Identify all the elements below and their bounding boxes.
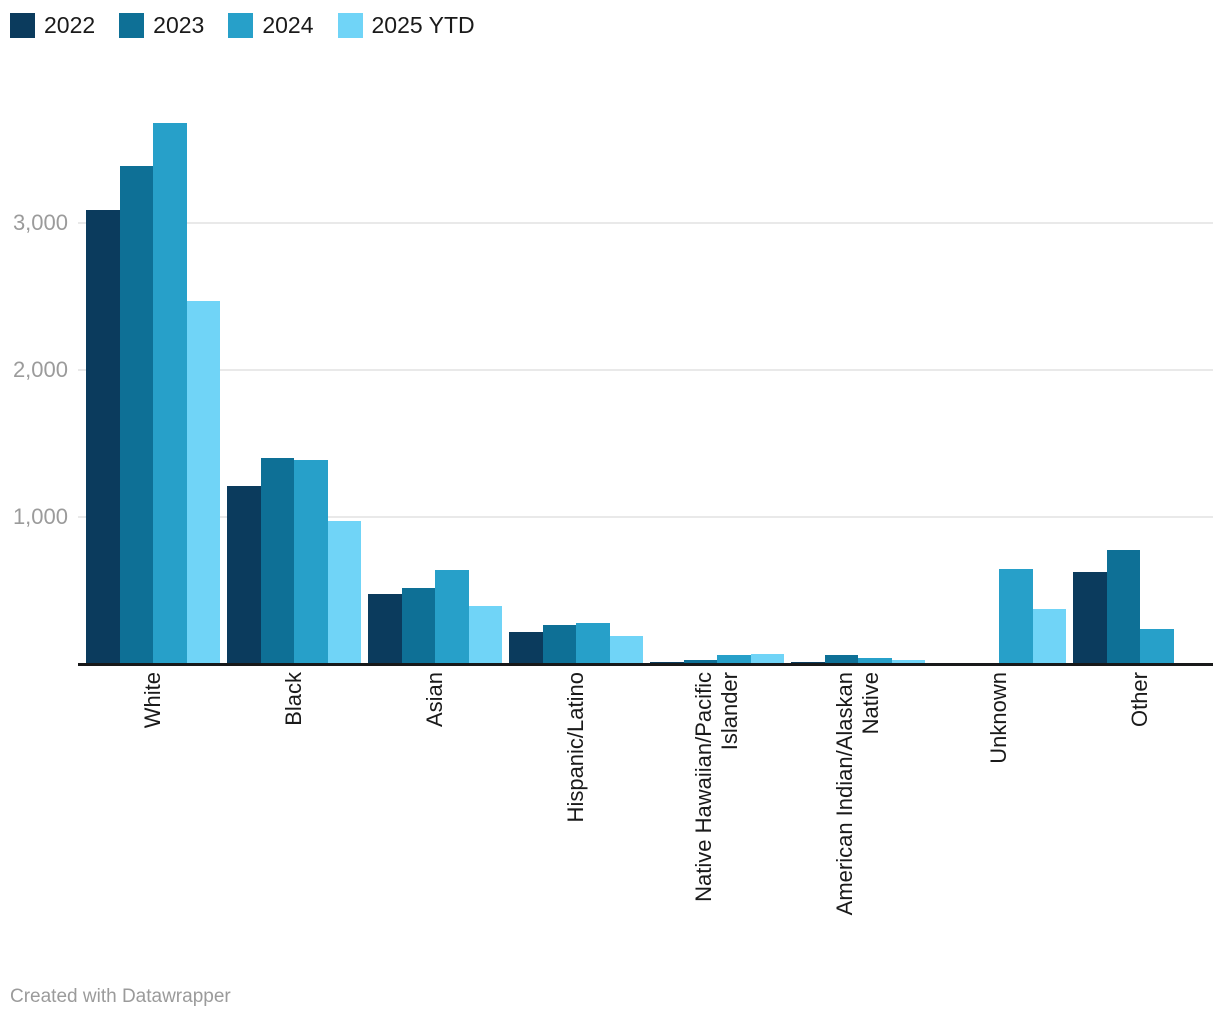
bar-2024-native-hawaiian-pacific-islander[interactable] xyxy=(717,655,751,664)
legend-label: 2024 xyxy=(262,12,314,38)
category-label-white: White xyxy=(140,672,166,729)
bar-2023-black[interactable] xyxy=(260,458,294,664)
legend-swatch-icon xyxy=(337,13,363,38)
bar-2024-unknown[interactable] xyxy=(999,569,1033,664)
bar-2022-white[interactable] xyxy=(86,210,120,664)
bar-2025-ytd-native-hawaiian-pacific-islander[interactable] xyxy=(750,654,784,664)
bar-2022-black[interactable] xyxy=(227,486,261,664)
y-gridline-1000 xyxy=(78,516,1213,518)
category-label-other: Other xyxy=(1127,672,1153,728)
bar-2023-white[interactable] xyxy=(119,166,153,664)
bar-2023-hispanic-latino[interactable] xyxy=(542,625,576,664)
y-gridline-2000 xyxy=(78,369,1213,371)
legend-label: 2023 xyxy=(153,12,205,38)
bar-2024-white[interactable] xyxy=(153,123,187,664)
y-gridline-3000 xyxy=(78,222,1213,224)
category-label-american-indian-alaskan-native: American Indian/Alaskan Native xyxy=(832,672,883,916)
legend-swatch-icon xyxy=(10,13,35,38)
legend-swatch-icon xyxy=(228,13,254,38)
y-tick-label-3000: 3,000 xyxy=(12,210,68,235)
y-tick-label-2000: 2,000 xyxy=(12,357,68,382)
legend-item-2022: 2022 xyxy=(10,13,95,38)
category-label-hispanic-latino: Hispanic/Latino xyxy=(563,672,589,823)
bar-2023-american-indian-alaskan-native[interactable] xyxy=(824,655,858,664)
y-tick-label-1000: 1,000 xyxy=(12,504,68,529)
bar-2023-native-hawaiian-pacific-islander[interactable] xyxy=(683,660,717,664)
legend: 2022 2023 2024 2025 YTD xyxy=(10,13,475,38)
x-axis-line xyxy=(78,662,1213,666)
legend-item-2024: 2024 xyxy=(228,12,314,38)
bar-2025-ytd-hispanic-latino[interactable] xyxy=(609,636,643,664)
legend-label: 2022 xyxy=(44,12,96,38)
bar-2025-ytd-unknown[interactable] xyxy=(1032,609,1066,664)
category-label-asian: Asian xyxy=(422,672,448,728)
legend-item-2023: 2023 xyxy=(119,13,204,38)
bar-2024-black[interactable] xyxy=(294,460,328,664)
bar-2022-asian[interactable] xyxy=(368,594,402,664)
bar-2024-american-indian-alaskan-native[interactable] xyxy=(858,658,892,664)
legend-item-2025-ytd: 2025 YTD xyxy=(337,12,475,38)
datawrapper-credit-link[interactable]: Created with Datawrapper xyxy=(10,986,231,1007)
bar-2024-asian[interactable] xyxy=(435,570,469,664)
bar-2023-other[interactable] xyxy=(1106,550,1140,664)
bar-2025-ytd-asian[interactable] xyxy=(468,606,502,664)
bar-2023-asian[interactable] xyxy=(401,588,435,664)
legend-label: 2025 YTD xyxy=(371,12,475,38)
category-label-unknown: Unknown xyxy=(986,672,1012,764)
category-label-black: Black xyxy=(281,672,307,726)
bar-2024-hispanic-latino[interactable] xyxy=(576,623,610,664)
bar-2022-other[interactable] xyxy=(1073,572,1107,664)
bar-2025-ytd-american-indian-alaskan-native[interactable] xyxy=(891,660,925,664)
bar-2025-ytd-black[interactable] xyxy=(327,521,361,664)
bar-2022-hispanic-latino[interactable] xyxy=(509,632,543,664)
bar-2024-other[interactable] xyxy=(1140,629,1174,664)
legend-swatch-icon xyxy=(119,13,145,38)
category-label-native-hawaiian-pacific-islander: Native Hawaiian/Pacific Islander xyxy=(691,672,742,902)
bar-2025-ytd-white[interactable] xyxy=(186,301,220,664)
